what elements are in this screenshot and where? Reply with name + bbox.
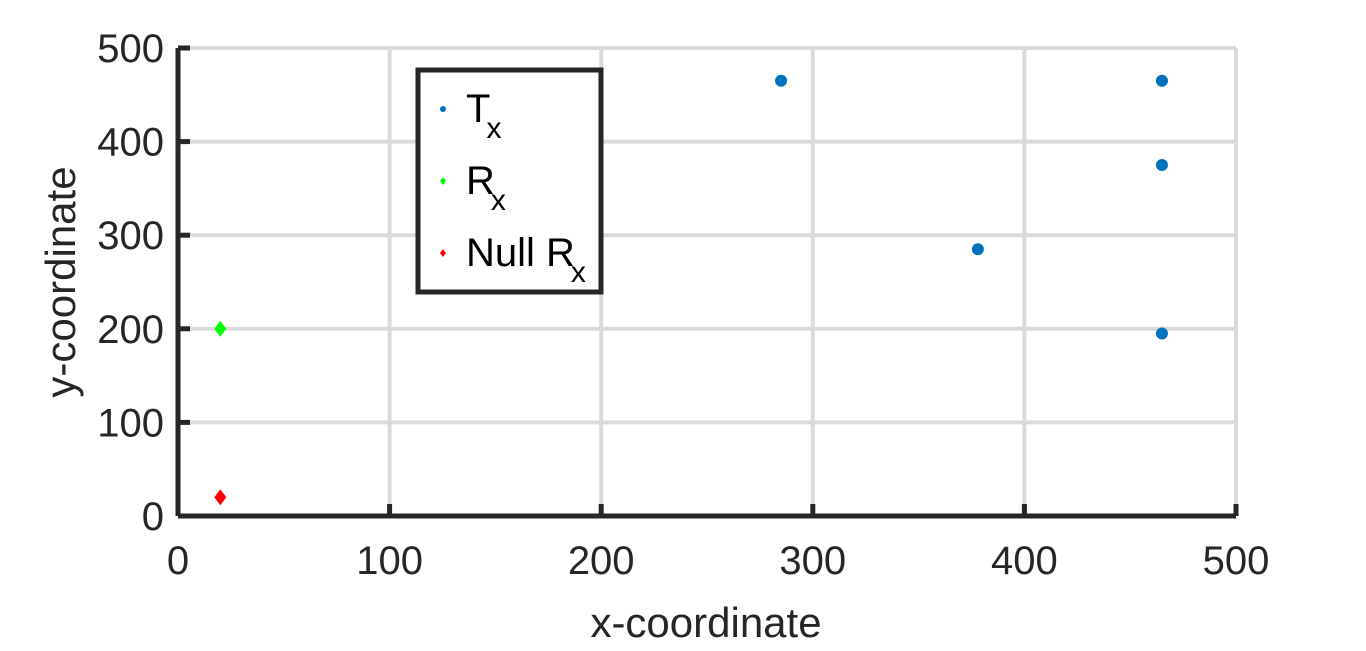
data-point-t — [1155, 327, 1168, 340]
data-point-t — [1155, 74, 1168, 87]
x-tick-label: 400 — [991, 539, 1058, 583]
x-tick-label: 300 — [779, 539, 846, 583]
y-tick-label: 0 — [142, 495, 164, 539]
y-tick-label: 300 — [97, 214, 164, 258]
x-tick-label: 0 — [167, 539, 189, 583]
data-point-r — [214, 320, 227, 337]
x-axis-title: x-coordinate — [590, 599, 821, 646]
x-tick-label: 100 — [356, 539, 423, 583]
tick-labels: 0 100 200 300 400 500 0 100 200 300 400 500 — [97, 27, 1269, 583]
data-point-null-r — [214, 489, 227, 506]
data-points — [214, 74, 1168, 506]
legend-marker-null-r — [440, 249, 446, 257]
data-point-t — [971, 243, 984, 256]
legend-marker-r — [440, 177, 446, 185]
data-point-t — [775, 74, 788, 87]
x-tick-label: 200 — [568, 539, 635, 583]
x-tick-label: 500 — [1203, 539, 1270, 583]
data-point-t — [1155, 159, 1168, 171]
legend-box — [415, 67, 604, 295]
axes — [175, 45, 1239, 519]
legend-marker-t — [440, 106, 446, 112]
y-tick-label: 200 — [97, 308, 164, 352]
grid-lines — [176, 46, 1238, 518]
y-tick-label: 400 — [97, 121, 164, 165]
y-axis-title: y-coordinate — [37, 166, 84, 397]
y-tick-label: 500 — [97, 27, 164, 71]
y-tick-label: 100 — [97, 401, 164, 445]
